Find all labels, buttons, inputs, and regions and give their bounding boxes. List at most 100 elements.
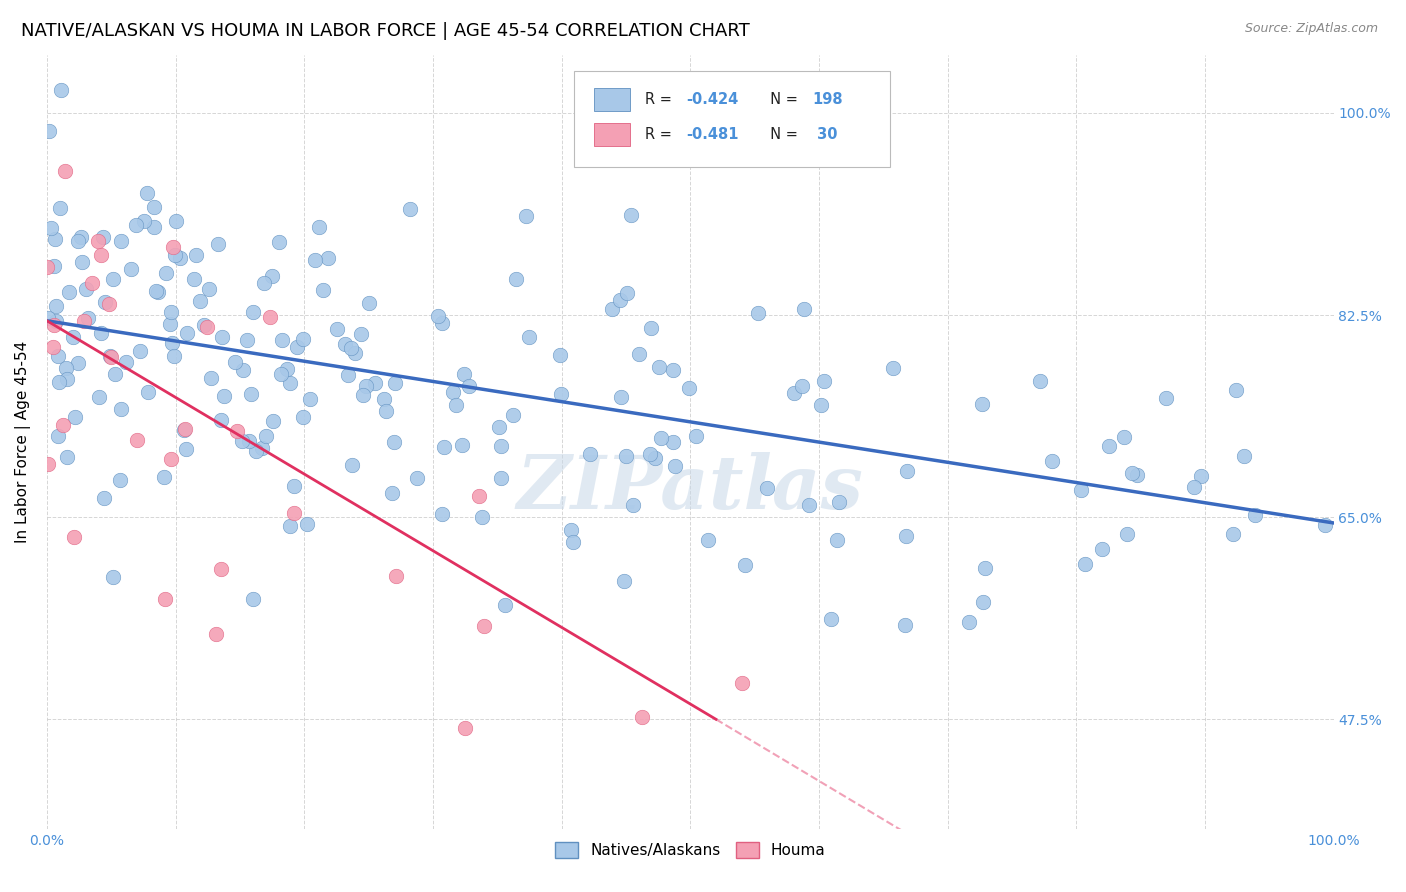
Point bbox=[90, 326, 112, 340]
Point bbox=[232, 362, 254, 376]
Point bbox=[48, 376, 70, 390]
Point bbox=[98, 349, 121, 363]
Point bbox=[1070, 483, 1092, 498]
Point bbox=[644, 450, 666, 465]
Point bbox=[308, 219, 330, 234]
Point bbox=[1115, 526, 1137, 541]
Point bbox=[318, 252, 340, 266]
Point bbox=[491, 438, 513, 452]
Point bbox=[285, 341, 308, 355]
FancyBboxPatch shape bbox=[575, 70, 890, 168]
Point bbox=[62, 530, 84, 544]
Point bbox=[1114, 429, 1136, 443]
Point bbox=[125, 218, 148, 232]
Point bbox=[195, 319, 218, 334]
Point bbox=[108, 473, 131, 487]
Point bbox=[253, 277, 276, 291]
Point bbox=[430, 507, 453, 521]
Point bbox=[267, 235, 290, 249]
Point bbox=[664, 459, 686, 474]
Point bbox=[610, 390, 633, 404]
Point bbox=[46, 429, 69, 443]
Text: -0.424: -0.424 bbox=[686, 92, 738, 107]
Point bbox=[356, 379, 378, 393]
Point bbox=[49, 202, 72, 216]
Point bbox=[488, 420, 510, 434]
Bar bbox=[593, 87, 630, 111]
Point bbox=[211, 330, 233, 344]
Text: N =: N = bbox=[761, 128, 803, 143]
Point bbox=[458, 378, 481, 392]
Point bbox=[299, 392, 322, 406]
Point bbox=[399, 202, 422, 216]
Point bbox=[970, 397, 993, 411]
Point bbox=[240, 387, 263, 401]
Point bbox=[494, 599, 516, 613]
Point bbox=[1244, 508, 1267, 523]
Point bbox=[70, 254, 93, 268]
Point bbox=[519, 329, 541, 343]
Point bbox=[382, 435, 405, 450]
Point bbox=[882, 361, 904, 376]
Point bbox=[550, 386, 572, 401]
Point bbox=[93, 491, 115, 505]
Point bbox=[212, 389, 235, 403]
Point bbox=[974, 560, 997, 574]
Point bbox=[87, 235, 110, 249]
Point bbox=[280, 376, 302, 391]
Point bbox=[176, 326, 198, 340]
Point bbox=[560, 523, 582, 537]
Point bbox=[165, 214, 187, 228]
Point bbox=[957, 615, 980, 630]
Point bbox=[662, 363, 685, 377]
Point bbox=[271, 334, 294, 348]
Point bbox=[205, 627, 228, 641]
Point bbox=[333, 337, 356, 351]
Point bbox=[270, 367, 292, 381]
Point bbox=[56, 372, 79, 386]
Point bbox=[276, 361, 298, 376]
Point bbox=[193, 318, 215, 332]
Point bbox=[110, 402, 132, 417]
Point bbox=[648, 360, 671, 375]
Point bbox=[793, 302, 815, 317]
Point bbox=[37, 260, 59, 275]
Point bbox=[640, 321, 662, 335]
Point bbox=[94, 295, 117, 310]
Point bbox=[471, 510, 494, 524]
Point bbox=[238, 434, 260, 449]
Point bbox=[278, 519, 301, 533]
Point bbox=[339, 341, 361, 355]
Point bbox=[236, 333, 259, 347]
Point bbox=[430, 316, 453, 330]
Point bbox=[613, 574, 636, 589]
Point bbox=[295, 516, 318, 531]
Point bbox=[242, 304, 264, 318]
Point bbox=[173, 423, 195, 437]
Point bbox=[515, 209, 537, 223]
Point bbox=[44, 232, 66, 246]
Point bbox=[197, 282, 219, 296]
Point bbox=[1222, 526, 1244, 541]
Point bbox=[143, 200, 166, 214]
Point bbox=[1126, 468, 1149, 483]
Point bbox=[163, 248, 186, 262]
Point bbox=[188, 293, 211, 308]
Point bbox=[159, 318, 181, 332]
Point bbox=[38, 124, 60, 138]
Point bbox=[441, 385, 464, 400]
Point bbox=[364, 376, 387, 391]
Point bbox=[326, 322, 349, 336]
Point bbox=[1040, 454, 1063, 468]
Point bbox=[76, 311, 98, 326]
Point bbox=[142, 220, 165, 235]
Point bbox=[1225, 383, 1247, 397]
Point bbox=[697, 533, 720, 548]
Point bbox=[450, 438, 472, 452]
Point bbox=[1098, 439, 1121, 453]
Point bbox=[820, 612, 842, 626]
Point bbox=[502, 408, 524, 422]
Point bbox=[159, 305, 181, 319]
Text: ZIPatlas: ZIPatlas bbox=[517, 452, 863, 524]
Bar bbox=[593, 123, 630, 146]
